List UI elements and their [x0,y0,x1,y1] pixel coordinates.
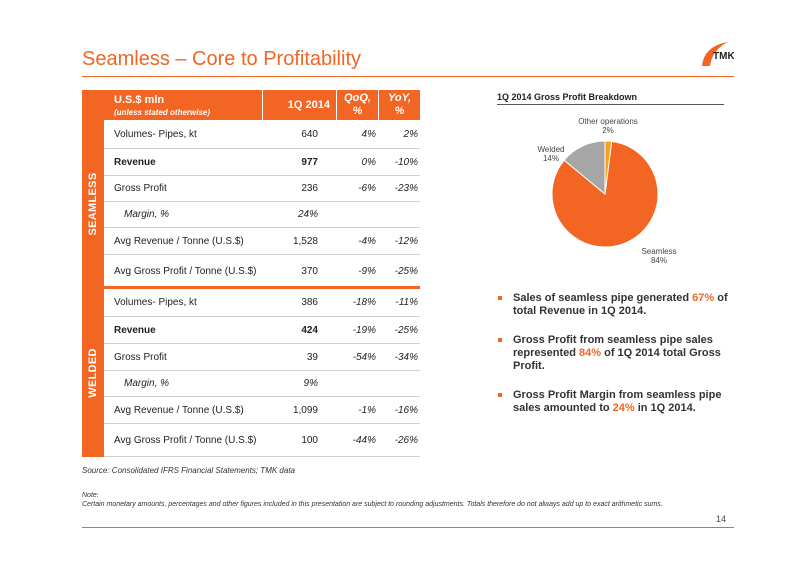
table-row: Avg Gross Profit / Tonne (U.S.$) 100 -44% -… [104,424,420,457]
table-row: Avg Gross Profit / Tonne (U.S.$) 370 -9% -2… [114,266,418,277]
pie-slice-other-operations [604,140,613,195]
section-seamless: SEAMLESS [82,120,104,288]
bullet-item: Sales of seamless pipe generated 67% of … [496,292,736,318]
chart-title-divider [497,104,724,105]
table-row: Margin, % 9% [104,371,420,397]
bullet-square-icon [498,393,502,397]
bullet-square-icon [498,296,502,300]
table-row: Gross Profit 39 -54% -34% [104,344,420,371]
pie-chart [551,140,659,248]
bullet-item: Gross Profit Margin from seamless pipe s… [496,389,736,415]
table-row: Avg Revenue / Tonne (U.S.$) 1,099 -1% -16% [104,397,420,424]
table-row: Avg Revenue / Tonne (U.S.$) 1,528 -4% -12% [104,228,420,255]
key-points: Sales of seamless pipe generated 67% of … [496,292,736,431]
table-row: Margin, % 24% [104,202,420,228]
pie-label-seamless: Seamless 84% [641,247,677,265]
table-row: Revenue 424 -19% -25% [104,317,420,344]
table-row: Revenue 977 0% -10% [104,149,420,176]
bullet-item: Gross Profit from seamless pipe sales re… [496,334,736,373]
bullet-square-icon [498,338,502,342]
section-divider [82,286,420,289]
footnote: Note: Certain monetary amounts, percentag… [82,492,663,508]
table-header: U.S.$ mln (unless stated otherwise) 1Q 2… [82,90,420,120]
header-unit: U.S.$ mln (unless stated otherwise) [114,94,211,117]
section-welded: WELDED [82,289,104,457]
header-period: 1Q 2014 [262,90,336,120]
header-qoq: QoQ,% [336,90,378,120]
footer-divider [82,527,734,528]
page-title: Seamless – Core to Profitability [82,48,362,70]
title-divider [82,76,734,77]
chart-title: 1Q 2014 Gross Profit Breakdown [497,92,638,102]
header-yoy: YoY,% [378,90,420,120]
svg-text:TMK: TMK [713,51,734,62]
source-note: Source: Consolidated IFRS Financial Stat… [82,466,295,475]
table-row: Volumes- Pipes, kt 386 -18% -11% [104,289,420,317]
page-number: 14 [716,514,727,524]
pie-label-other: Other operations 2% [578,117,638,135]
table-row: Volumes- Pipes, kt 640 4% 2% [104,120,420,149]
pie-label-welded: Welded 14% [537,145,565,163]
table-row: Gross Profit 236 -6% -23% [104,176,420,202]
tmk-logo: TMK [702,42,734,66]
